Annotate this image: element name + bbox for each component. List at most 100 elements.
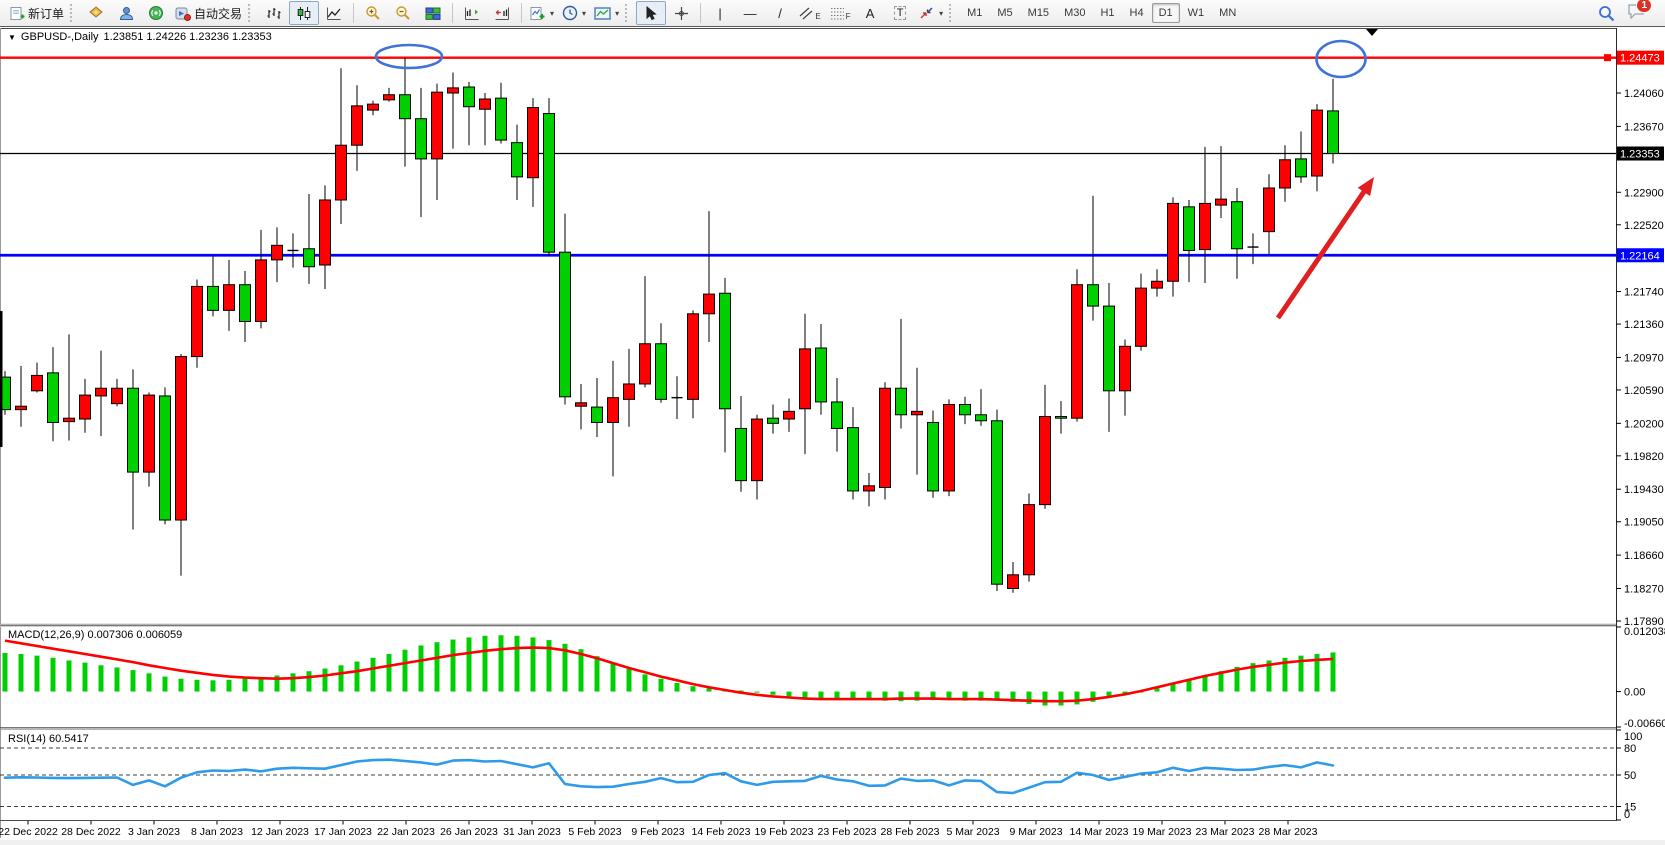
svg-text:1.18270: 1.18270 bbox=[1624, 583, 1664, 595]
vline-tool-button[interactable]: | bbox=[705, 1, 735, 25]
text-tool-button[interactable]: A bbox=[855, 1, 885, 25]
timeframe-toolbar: M1 M5 M15 M30 H1 H4 D1 W1 MN bbox=[960, 3, 1243, 23]
svg-text:28 Feb 2023: 28 Feb 2023 bbox=[881, 826, 940, 838]
toolbar-separator bbox=[452, 3, 454, 23]
timeframe-button-m5[interactable]: M5 bbox=[997, 7, 1013, 19]
notification-count-badge: 1 bbox=[1636, 0, 1652, 13]
toolbar-grip bbox=[70, 4, 76, 22]
chart-title[interactable]: ▼ GBPUSD-,Daily 1.23851 1.24226 1.23236 … bbox=[8, 31, 272, 43]
template-icon bbox=[594, 6, 611, 20]
broadcast-button[interactable] bbox=[141, 1, 171, 25]
add-indicator-button[interactable]: ▾ bbox=[526, 1, 558, 25]
svg-text:8 Jan 2023: 8 Jan 2023 bbox=[191, 826, 243, 838]
svg-text:28 Dec 2022: 28 Dec 2022 bbox=[61, 826, 121, 838]
toolbar-grip bbox=[949, 4, 955, 22]
arrows-tool-button[interactable]: ▾ bbox=[915, 1, 947, 25]
chart-ohlc-values: 1.23851 1.24226 1.23236 1.23353 bbox=[103, 31, 272, 43]
chart-shift-button[interactable] bbox=[487, 1, 517, 25]
svg-text:19 Feb 2023: 19 Feb 2023 bbox=[755, 826, 814, 838]
svg-text:1.23353: 1.23353 bbox=[1620, 149, 1660, 161]
chart-shift-icon bbox=[495, 7, 510, 20]
auto-trading-label: 自动交易 bbox=[194, 6, 243, 21]
svg-text:1.20590: 1.20590 bbox=[1624, 385, 1664, 397]
line-chart-button[interactable] bbox=[319, 1, 349, 25]
trendline-tool-button[interactable]: / bbox=[765, 1, 795, 25]
toolbar-right-icons: 1 bbox=[1598, 0, 1659, 24]
zoom-out-button[interactable] bbox=[388, 1, 418, 25]
search-icon[interactable] bbox=[1598, 5, 1615, 22]
auto-trading-button[interactable]: 自动交易 bbox=[171, 1, 246, 25]
svg-text:31 Jan 2023: 31 Jan 2023 bbox=[503, 826, 561, 838]
main-toolbar: 新订单 自动交易 bbox=[0, 0, 1665, 27]
timeframe-button-w1[interactable]: W1 bbox=[1187, 7, 1205, 19]
timeframe-button-m30[interactable]: M30 bbox=[1064, 7, 1086, 19]
svg-text:1.22520: 1.22520 bbox=[1624, 220, 1664, 232]
svg-text:1.21740: 1.21740 bbox=[1624, 287, 1664, 299]
toolbar-grip bbox=[625, 4, 631, 22]
svg-text:1.19050: 1.19050 bbox=[1624, 517, 1664, 529]
svg-text:50: 50 bbox=[1624, 770, 1636, 782]
notifications-button[interactable]: 1 bbox=[1627, 0, 1652, 24]
gold-package-icon bbox=[89, 6, 103, 18]
toolbar-separator bbox=[521, 3, 523, 23]
channel-tool-button[interactable]: E bbox=[795, 1, 825, 25]
svg-text:14 Mar 2023: 14 Mar 2023 bbox=[1070, 826, 1129, 838]
zoom-out-icon bbox=[396, 6, 410, 20]
new-order-button[interactable]: 新订单 bbox=[6, 1, 68, 25]
svg-text:1.23670: 1.23670 bbox=[1624, 121, 1664, 133]
text-label-tool-button[interactable]: T bbox=[885, 1, 915, 25]
timeframe-button-m1[interactable]: M1 bbox=[967, 7, 983, 19]
cursor-icon bbox=[646, 5, 657, 20]
dropdown-arrow-icon: ▾ bbox=[939, 8, 944, 18]
timeframe-button-m15[interactable]: M15 bbox=[1027, 7, 1050, 19]
zoom-in-button[interactable] bbox=[358, 1, 388, 25]
tile-windows-button[interactable] bbox=[418, 1, 448, 25]
community-button[interactable] bbox=[111, 1, 141, 25]
cursor-tool-button[interactable] bbox=[636, 1, 667, 25]
timeframe-button-d1[interactable]: D1 bbox=[1151, 3, 1180, 23]
chart-canvas[interactable]: 1.24060 1.23670 1.22900 1.22520 1.21740 1.213… bbox=[0, 28, 1665, 845]
svg-text:22 Jan 2023: 22 Jan 2023 bbox=[377, 826, 435, 838]
periods-button[interactable]: ▾ bbox=[558, 1, 590, 25]
channel-sub-label: E bbox=[815, 11, 821, 21]
auto-trading-icon bbox=[175, 7, 192, 21]
equidistant-channel-icon bbox=[800, 7, 813, 20]
hline-tool-button[interactable]: — bbox=[735, 1, 765, 25]
crosshair-tool-button[interactable] bbox=[666, 1, 696, 25]
svg-text:23 Feb 2023: 23 Feb 2023 bbox=[818, 826, 877, 838]
arrow-objects-icon bbox=[920, 7, 933, 19]
timeframe-button-h4[interactable]: H4 bbox=[1129, 7, 1144, 19]
fibonacci-tool-button[interactable]: F bbox=[825, 1, 855, 25]
crosshair-icon bbox=[674, 6, 688, 20]
svg-text:9 Mar 2023: 9 Mar 2023 bbox=[1009, 826, 1062, 838]
fibonacci-icon bbox=[830, 8, 844, 20]
vline-icon: | bbox=[718, 5, 722, 21]
chart-collapse-icon[interactable]: ▼ bbox=[8, 32, 16, 42]
svg-text:-0.006603: -0.006603 bbox=[1624, 718, 1665, 730]
timeframe-button-h1[interactable]: H1 bbox=[1100, 7, 1115, 19]
candlestick-chart-icon bbox=[297, 6, 311, 20]
bar-chart-button[interactable] bbox=[259, 1, 289, 25]
history-center-button[interactable] bbox=[81, 1, 111, 25]
user-icon bbox=[119, 6, 133, 20]
svg-text:1.21360: 1.21360 bbox=[1624, 319, 1664, 331]
svg-text:1.24060: 1.24060 bbox=[1624, 88, 1664, 100]
svg-text:100: 100 bbox=[1624, 731, 1642, 743]
tile-windows-icon bbox=[425, 7, 441, 20]
templates-button[interactable]: ▾ bbox=[590, 1, 623, 25]
timeframe-button-mn[interactable]: MN bbox=[1219, 7, 1237, 19]
clock-icon bbox=[562, 5, 578, 21]
auto-scroll-button[interactable] bbox=[457, 1, 487, 25]
hline-icon: — bbox=[743, 5, 757, 21]
trendline-icon: / bbox=[778, 5, 782, 21]
candlestick-chart-button[interactable] bbox=[289, 1, 320, 25]
add-indicator-icon bbox=[530, 6, 545, 20]
auto-scroll-icon bbox=[465, 7, 479, 20]
dropdown-arrow-icon: ▾ bbox=[550, 8, 555, 18]
text-tool-icon: A bbox=[865, 5, 875, 21]
svg-text:15: 15 bbox=[1624, 802, 1636, 814]
svg-text:12 Jan 2023: 12 Jan 2023 bbox=[251, 826, 309, 838]
chart-symbol-period: GBPUSD-,Daily bbox=[20, 31, 99, 43]
new-order-label: 新订单 bbox=[28, 6, 65, 21]
